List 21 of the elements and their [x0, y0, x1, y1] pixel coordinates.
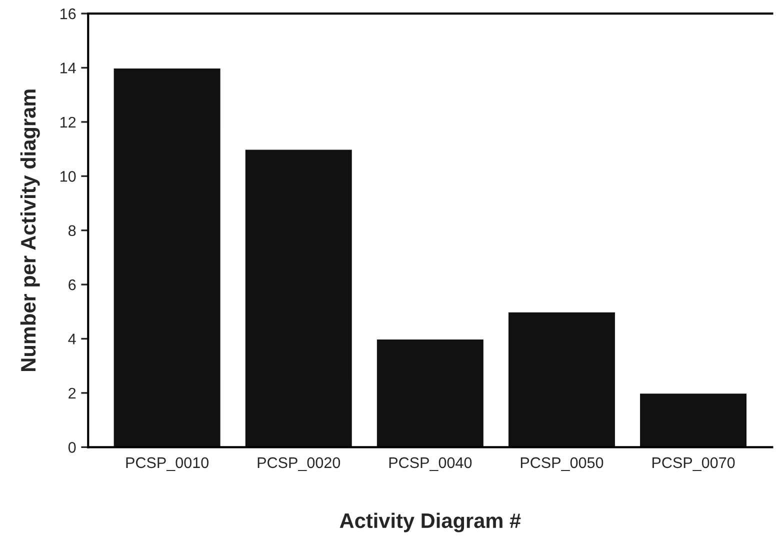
- x-tick-label: PCSP_0040: [389, 457, 472, 471]
- y-tick-label: 14: [60, 62, 76, 74]
- y-axis-title: Number per Activity diagram: [20, 90, 40, 371]
- y-tick-label: 2: [68, 388, 76, 398]
- bar: [507, 310, 616, 448]
- bar: [376, 338, 485, 448]
- bar: [638, 392, 748, 448]
- x-tick-label: PCSP_0020: [258, 457, 340, 471]
- bar: [112, 67, 222, 448]
- y-tick-label: 8: [68, 225, 76, 236]
- y-tick-label: 16: [60, 8, 76, 20]
- x-tick-label: PCSP_0070: [652, 457, 735, 471]
- y-tick-label: 10: [60, 171, 76, 182]
- y-tick-label: 4: [68, 334, 76, 344]
- y-tick-label: 12: [60, 116, 76, 128]
- x-tick-label: PCSP_0010: [126, 457, 209, 471]
- y-tick-label: 6: [68, 279, 76, 290]
- x-axis-title: Activity Diagram #: [340, 512, 521, 532]
- x-tick-label: PCSP_0050: [520, 457, 604, 471]
- y-tick-label: 0: [68, 442, 76, 453]
- bar: [244, 148, 354, 448]
